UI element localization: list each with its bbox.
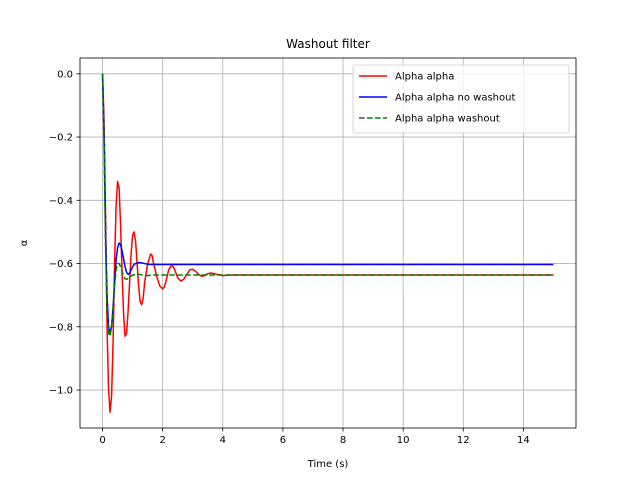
x-axis-label: Time (s): [307, 459, 349, 470]
y-tick-label: −0.6: [49, 259, 73, 270]
axis-ticks: 0 2 4 6 8 10 12 14 0.0 −0.2 −0.4 −0.6 −0.8 −1.0: [49, 69, 530, 446]
x-tick-label: 8: [340, 435, 346, 446]
x-tick-label: 10: [397, 435, 410, 446]
x-tick-label: 0: [99, 435, 105, 446]
y-tick-label: −1.0: [49, 386, 73, 397]
axes-frame: [79, 57, 577, 429]
legend: Alpha alpha Alpha alpha no washout Alpha a…: [352, 64, 570, 134]
y-axis-label: α: [19, 239, 30, 246]
x-tick-label: 2: [159, 435, 165, 446]
y-tick-label: −0.4: [49, 196, 73, 207]
legend-label-3: Alpha alpha washout: [395, 114, 500, 125]
x-tick-label: 4: [220, 435, 226, 446]
x-tick-label: 12: [457, 435, 470, 446]
y-tick-label: −0.8: [49, 322, 73, 333]
y-tick-label: 0.0: [57, 69, 73, 80]
y-tick-label: −0.2: [49, 133, 73, 144]
legend-box: [352, 64, 570, 134]
x-tick-label: 14: [517, 435, 530, 446]
x-tick-label: 6: [280, 435, 286, 446]
chart-title: Washout filter: [286, 37, 370, 51]
series-lines: [101, 73, 554, 413]
legend-label-1: Alpha alpha: [395, 72, 454, 83]
legend-label-2: Alpha alpha no washout: [395, 93, 515, 104]
